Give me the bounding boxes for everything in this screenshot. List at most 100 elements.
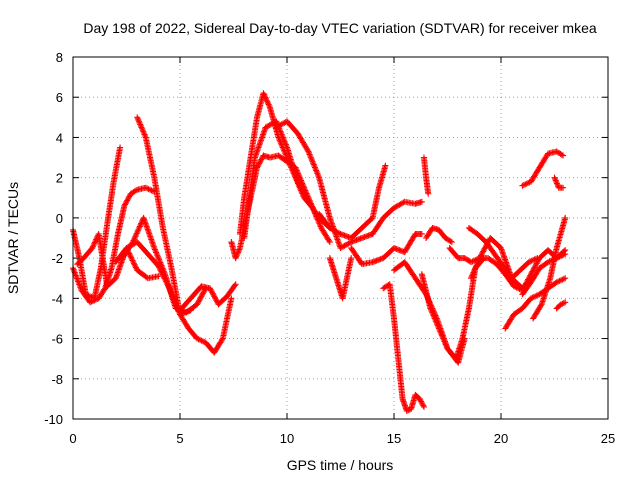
data-point <box>228 295 235 302</box>
data-point <box>429 311 436 318</box>
y-tick-label: -8 <box>51 372 63 387</box>
data-point <box>299 188 306 195</box>
data-point <box>474 260 481 267</box>
data-point <box>145 186 152 193</box>
data-point <box>530 265 537 272</box>
data-point <box>261 93 268 100</box>
data-point <box>317 222 324 229</box>
data-point <box>469 258 476 265</box>
data-point <box>441 338 448 345</box>
data-point <box>300 189 307 196</box>
series-track-29 <box>551 174 567 191</box>
data-point <box>199 290 206 297</box>
data-point <box>525 259 532 266</box>
data-point <box>557 277 564 284</box>
data-point <box>133 230 140 237</box>
data-point <box>135 117 142 124</box>
data-point <box>296 182 303 189</box>
data-point <box>469 272 476 279</box>
grid-lines <box>73 57 608 419</box>
data-point <box>263 97 270 104</box>
data-point <box>91 240 98 247</box>
data-point <box>430 312 437 319</box>
series-track-1 <box>70 144 124 302</box>
data-point <box>87 299 94 306</box>
data-point <box>234 250 241 257</box>
data-point <box>264 100 271 107</box>
data-point <box>478 251 485 258</box>
data-point <box>136 118 143 125</box>
data-point <box>128 256 135 263</box>
series-track-16 <box>380 281 427 414</box>
data-point <box>447 238 454 245</box>
data-point <box>295 180 302 187</box>
data-point <box>124 197 131 204</box>
data-point <box>561 248 568 255</box>
data-point <box>198 337 205 344</box>
data-point <box>142 133 149 140</box>
data-point <box>134 114 141 121</box>
series-track-2 <box>70 184 158 306</box>
data-point <box>127 253 134 260</box>
x-tick-label: 5 <box>176 431 183 446</box>
data-point <box>132 263 139 270</box>
data-point <box>232 281 239 288</box>
data-point <box>560 152 567 159</box>
data-point <box>134 229 141 236</box>
data-point <box>522 181 529 188</box>
data-point <box>142 184 149 191</box>
data-point <box>530 257 537 264</box>
data-point <box>131 234 138 241</box>
data-point <box>532 293 539 300</box>
series-track-4 <box>134 114 235 356</box>
data-point <box>88 298 95 305</box>
x-tick-label: 10 <box>280 431 294 446</box>
data-point <box>136 120 143 127</box>
data-point <box>162 276 169 283</box>
data-point <box>200 289 207 296</box>
data-point <box>560 184 567 191</box>
data-point <box>480 248 487 255</box>
data-point <box>135 226 142 233</box>
data-point <box>558 151 565 158</box>
data-point <box>165 283 172 290</box>
data-point <box>420 403 427 410</box>
data-point <box>125 194 132 201</box>
data-point <box>431 315 438 322</box>
data-point <box>198 293 205 300</box>
data-point <box>256 160 263 167</box>
data-point <box>130 258 137 265</box>
data-point <box>303 196 310 203</box>
data-point <box>208 287 215 294</box>
data-point <box>92 238 99 245</box>
series-track-17 <box>420 154 432 197</box>
x-tick-label: 20 <box>494 431 508 446</box>
series-track-20 <box>423 224 455 246</box>
data-point <box>435 325 442 332</box>
data-point <box>532 261 539 268</box>
data-point <box>417 397 424 404</box>
data-point <box>560 275 567 282</box>
data-point <box>382 162 389 169</box>
data-point <box>297 184 304 191</box>
data-point <box>210 291 217 298</box>
data-point <box>554 181 561 188</box>
data-point <box>437 329 444 336</box>
y-axis-label: SDTVAR / TECUs <box>5 182 21 294</box>
series-track-23 <box>465 224 541 282</box>
data-point <box>139 125 146 132</box>
data-point <box>534 255 541 262</box>
data-point <box>346 239 353 246</box>
data-point <box>157 267 164 274</box>
data-point <box>122 200 129 207</box>
data-point <box>206 285 213 292</box>
data-point <box>117 144 124 151</box>
data-point <box>418 398 425 405</box>
data-point <box>134 227 141 234</box>
data-point <box>211 294 218 301</box>
data-point <box>236 246 243 253</box>
data-point <box>138 124 145 131</box>
data-point <box>137 122 144 129</box>
y-tick-label: -6 <box>51 332 63 347</box>
plot-frame <box>72 56 609 420</box>
